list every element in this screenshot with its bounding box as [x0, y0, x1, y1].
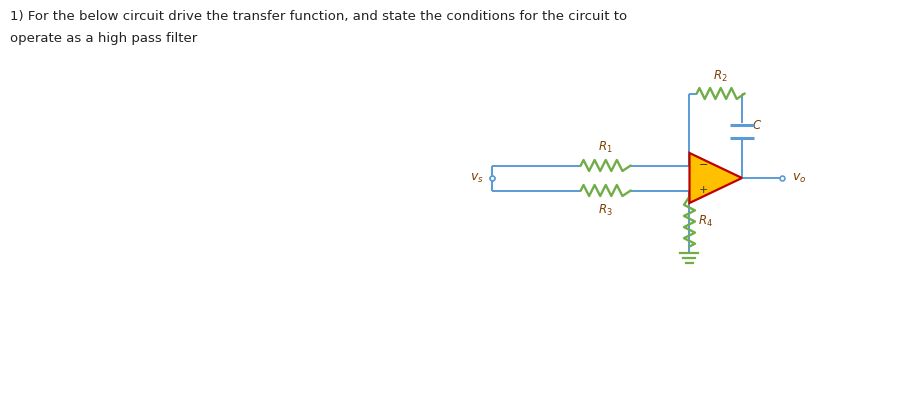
Text: $R_2$: $R_2$	[712, 69, 727, 84]
Text: $v_s$: $v_s$	[470, 171, 483, 184]
Text: 1) For the below circuit drive the transfer function, and state the conditions f: 1) For the below circuit drive the trans…	[10, 10, 627, 23]
Text: +: +	[698, 184, 707, 195]
Text: operate as a high pass filter: operate as a high pass filter	[10, 32, 197, 45]
Text: $R_3$: $R_3$	[598, 202, 612, 217]
Text: $v_o$: $v_o$	[791, 171, 805, 184]
Text: −: −	[698, 160, 707, 169]
Polygon shape	[689, 153, 741, 203]
Text: $R_1$: $R_1$	[598, 140, 612, 155]
Text: $C$: $C$	[751, 119, 761, 132]
Text: $R_4$: $R_4$	[698, 214, 712, 229]
